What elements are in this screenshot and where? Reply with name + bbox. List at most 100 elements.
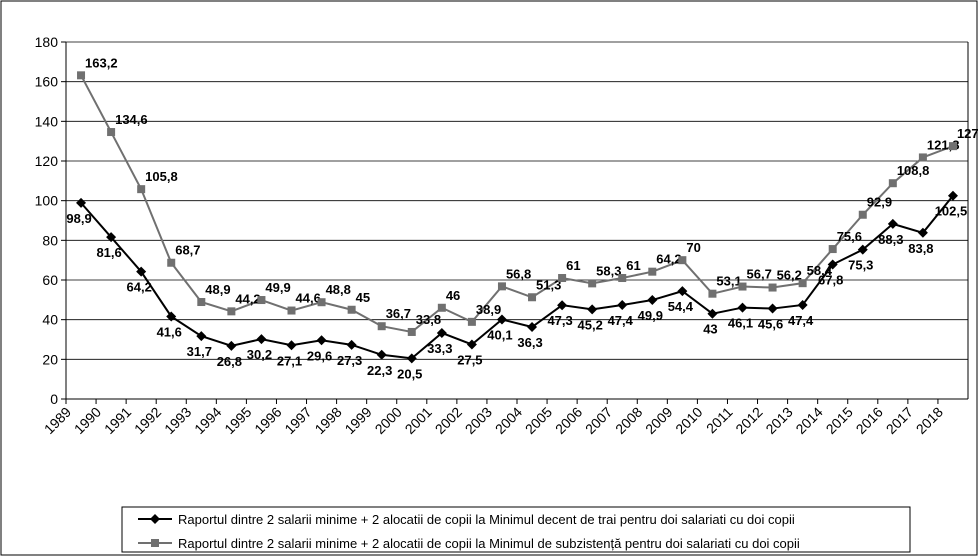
marker [618, 274, 627, 283]
data-label: 75,6 [837, 229, 862, 244]
data-label: 43 [703, 322, 717, 337]
marker [287, 306, 296, 315]
marker [497, 282, 506, 291]
y-tick-label: 160 [35, 74, 59, 90]
marker [797, 299, 808, 310]
marker [151, 539, 159, 547]
data-label: 108,8 [897, 163, 930, 178]
marker [888, 179, 897, 188]
marker [528, 293, 537, 302]
data-label: 67,8 [818, 273, 843, 288]
data-label: 49,9 [265, 280, 290, 295]
data-label: 64,2 [656, 252, 681, 267]
data-label: 134,6 [115, 112, 148, 127]
marker [918, 153, 927, 162]
data-label: 61 [566, 258, 580, 273]
marker [106, 232, 117, 243]
marker [677, 286, 688, 297]
data-label: 51,3 [536, 277, 561, 292]
marker [678, 256, 687, 265]
marker [588, 279, 597, 288]
marker [737, 302, 748, 313]
marker [346, 339, 357, 350]
y-tick-label: 140 [35, 113, 59, 129]
data-label: 92,9 [867, 195, 892, 210]
data-label: 47,4 [788, 313, 814, 328]
marker [136, 266, 147, 277]
data-label: 58,3 [596, 263, 621, 278]
series-line [80, 74, 954, 334]
data-label: 81,6 [96, 245, 121, 260]
legend-box [121, 506, 911, 553]
data-label: 44,2 [235, 291, 260, 306]
data-label: 22,3 [367, 363, 392, 378]
legend-label: Raportul dintre 2 salarii minime + 2 alo… [178, 512, 795, 527]
marker [76, 197, 87, 208]
marker [407, 327, 416, 336]
marker [917, 227, 928, 238]
data-label: 41,6 [157, 324, 182, 339]
data-label: 54,4 [668, 299, 694, 314]
marker [767, 303, 778, 314]
data-label: 56,2 [777, 268, 802, 283]
marker [828, 245, 837, 254]
data-label: 48,9 [205, 282, 230, 297]
marker [947, 190, 958, 201]
data-label: 44,6 [296, 291, 321, 306]
marker [257, 296, 266, 305]
marker [647, 295, 658, 306]
marker [197, 298, 206, 307]
y-tick-label: 120 [35, 153, 59, 169]
marker [587, 304, 598, 315]
data-label: 45,2 [578, 317, 603, 332]
marker [256, 334, 267, 345]
data-label: 29,6 [307, 348, 332, 363]
marker [858, 210, 867, 219]
y-tick-label: 0 [50, 391, 58, 407]
data-label: 98,9 [66, 211, 91, 226]
marker [226, 340, 237, 351]
data-label: 56,8 [506, 266, 531, 281]
data-label: 40,1 [487, 327, 512, 342]
data-label: 163,2 [85, 55, 118, 70]
data-label: 83,8 [908, 241, 933, 256]
marker [708, 289, 717, 298]
marker [150, 514, 160, 524]
y-tick-label: 100 [35, 193, 59, 209]
data-label: 75,3 [848, 258, 873, 273]
data-label: 53,1 [716, 274, 741, 289]
marker [286, 340, 297, 351]
marker [648, 267, 657, 276]
marker [317, 298, 326, 307]
marker [137, 185, 146, 194]
data-label: 68,7 [175, 243, 200, 258]
marker [738, 282, 747, 291]
y-tick-label: 20 [42, 351, 58, 367]
series-line [80, 195, 954, 360]
data-label: 88,3 [878, 232, 903, 247]
data-label: 47,3 [547, 313, 572, 328]
data-label: 56,7 [747, 267, 772, 282]
marker [166, 311, 177, 322]
marker [406, 353, 417, 364]
data-label: 46 [446, 288, 460, 303]
data-label: 27,1 [277, 353, 302, 368]
marker [436, 327, 447, 338]
y-tick-label: 80 [42, 232, 58, 248]
marker [316, 335, 327, 346]
marker [227, 307, 236, 316]
data-label: 58,4 [807, 263, 833, 278]
data-label: 45 [356, 290, 370, 305]
data-label: 27,5 [457, 352, 482, 367]
y-tick-label: 40 [42, 312, 58, 328]
marker [887, 218, 898, 229]
y-tick-label: 180 [35, 34, 59, 50]
data-label: 64,2 [127, 280, 152, 295]
marker [768, 283, 777, 292]
data-label: 33,8 [416, 312, 441, 327]
data-label: 47,4 [608, 313, 634, 328]
data-label: 105,8 [145, 169, 178, 184]
data-label: 36,7 [386, 306, 411, 321]
